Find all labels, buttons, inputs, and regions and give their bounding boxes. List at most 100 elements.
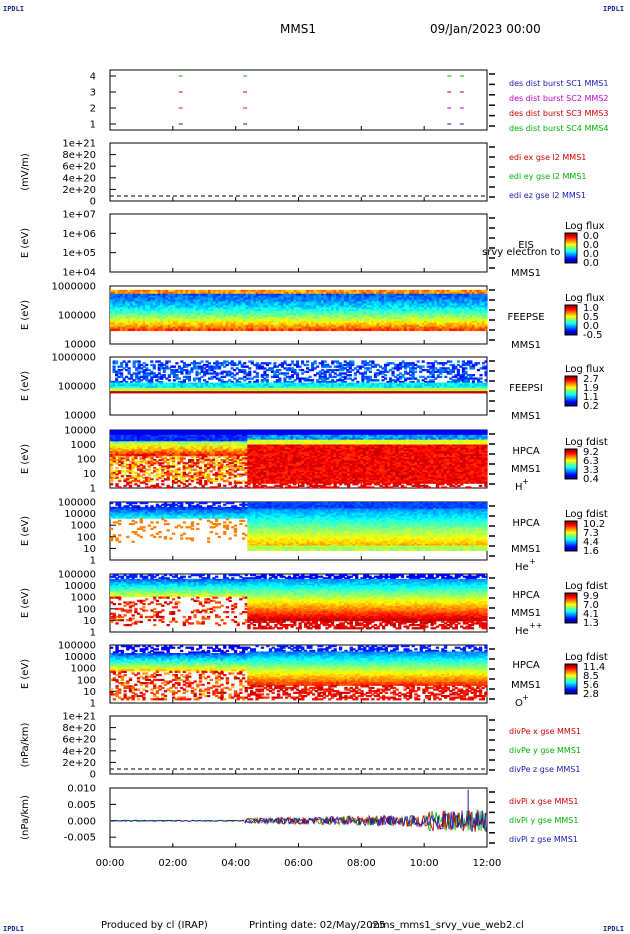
legend-edi-2: edi ez gse l2 MMS1 bbox=[509, 191, 586, 200]
ylabel-eis: E (eV) bbox=[20, 228, 31, 258]
ylabel-edi: (mV/m) bbox=[20, 153, 31, 191]
legend-divpe-1: divPe y gse MMS1 bbox=[509, 746, 581, 755]
ytick-label-hpca_h-0: 1 bbox=[90, 484, 96, 495]
xtick-label-4: 08:00 bbox=[347, 858, 376, 869]
spectrogram-hpca_o bbox=[110, 645, 488, 701]
ytick-label-edi-2: 4e+20 bbox=[62, 173, 96, 184]
species-charge-hpca_he1: + bbox=[529, 557, 536, 566]
ytick-label-divpe-2: 4e+20 bbox=[62, 746, 96, 757]
ytick-label-hpca_o-4: 10000 bbox=[64, 652, 96, 663]
corner-label-top-right: IPDLI bbox=[603, 5, 624, 13]
legend-des-dist-burst-2: des dist burst SC2 MMS2 bbox=[509, 94, 608, 103]
ytick-label-hpca_h-1: 10 bbox=[83, 469, 96, 480]
instrument-sc-label-eis: MMS1 bbox=[511, 268, 541, 279]
ytick-label-hpca_he2-5: 100000 bbox=[58, 570, 96, 581]
colorbar-tick-eis-3: 0.0 bbox=[583, 258, 599, 269]
spectrogram-hpca_he1 bbox=[110, 502, 488, 551]
colorbar-tick-hpca_h-3: 0.4 bbox=[583, 474, 599, 485]
ytick-label-divpi-0: -0.005 bbox=[64, 833, 96, 844]
xtick-label-1: 02:00 bbox=[158, 858, 187, 869]
ylabel-hpca_o: E (eV) bbox=[20, 659, 31, 689]
ytick-label-des_dist_burst-2: 3 bbox=[90, 88, 96, 99]
ytick-label-hpca_he2-1: 10 bbox=[83, 616, 96, 627]
spectrogram-feeps_e bbox=[110, 289, 488, 332]
colorbar-tick-feeps_i-3: 0.2 bbox=[583, 401, 599, 412]
colorbar-tick-feeps_i-0: 2.7 bbox=[583, 374, 599, 385]
footer-produced-by: Produced by cl (IRAP) bbox=[101, 920, 208, 931]
ytick-label-eis-1: 1e+05 bbox=[62, 248, 96, 259]
ytick-label-edi-4: 8e+20 bbox=[62, 150, 96, 161]
ytick-label-hpca_he1-1: 10 bbox=[83, 544, 96, 555]
panel-frame-divpe bbox=[109, 715, 488, 775]
colorbar-frame-eis bbox=[564, 232, 578, 264]
colorbar-hpca_he2 bbox=[565, 593, 577, 624]
instrument-label-feeps_e: FEEPSE bbox=[507, 312, 544, 323]
species-charge-hpca_o: + bbox=[522, 693, 529, 702]
spectrogram-hpca_h bbox=[110, 430, 488, 489]
corner-label-bottom-left: IPDLI bbox=[3, 925, 24, 933]
ytick-label-hpca_he1-5: 100000 bbox=[58, 498, 96, 509]
colorbar-eis bbox=[565, 233, 577, 264]
ylabel-divpe: (nPa/km) bbox=[20, 723, 31, 768]
corner-label-top-left: IPDLI bbox=[3, 5, 24, 13]
ytick-label-divpe-4: 8e+20 bbox=[62, 723, 96, 734]
colorbar-tick-hpca_o-2: 5.6 bbox=[583, 680, 599, 691]
instrument-sc-label-feeps_i: MMS1 bbox=[511, 411, 541, 422]
legend-divpi-1: divPi y gse MMS1 bbox=[509, 816, 578, 825]
legend-des-dist-burst-1: des dist burst SC1 MMS1 bbox=[509, 79, 608, 88]
instrument-label-hpca_h: HPCA bbox=[512, 446, 540, 457]
ytick-label-divpi-3: 0.010 bbox=[67, 784, 96, 795]
overlay-eis-text: srvy electron to bbox=[482, 247, 560, 258]
divpi-active-0 bbox=[244, 809, 487, 832]
colorbar-title-hpca_he1: Log fdist bbox=[565, 509, 608, 520]
xtick-label-6: 12:00 bbox=[473, 858, 502, 869]
ytick-label-feeps_i-0: 10000 bbox=[64, 411, 96, 422]
panel-frame-des_dist_burst bbox=[109, 69, 488, 131]
ytick-label-hpca_o-3: 1000 bbox=[71, 664, 96, 675]
ytick-label-hpca_he1-0: 1 bbox=[90, 556, 96, 567]
ylabel-hpca_he1: E (eV) bbox=[20, 516, 31, 546]
colorbar-tick-feeps_i-2: 1.1 bbox=[583, 392, 599, 403]
legend-divpe-0: divPe x gse MMS1 bbox=[509, 727, 581, 736]
species-label-hpca_he2: He bbox=[515, 626, 529, 637]
ytick-label-divpi-1: 0.000 bbox=[67, 816, 96, 827]
colorbar-tick-hpca_h-0: 9.2 bbox=[583, 447, 599, 458]
spectrogram-hpca_he2 bbox=[110, 574, 488, 630]
colorbar-tick-hpca_h-2: 3.3 bbox=[583, 465, 599, 476]
colorbar-title-feeps_e: Log flux bbox=[565, 293, 605, 304]
ylabel-divpi: (nPa/km) bbox=[20, 795, 31, 840]
ytick-label-hpca_h-2: 100 bbox=[77, 455, 96, 466]
ytick-label-edi-3: 6e+20 bbox=[62, 162, 96, 173]
divpi-active-2 bbox=[244, 810, 487, 832]
colorbar-title-hpca_he2: Log fdist bbox=[565, 581, 608, 592]
legend-edi-0: edi ex gse l2 MMS1 bbox=[509, 153, 586, 162]
ytick-label-eis-3: 1e+07 bbox=[62, 210, 96, 221]
ytick-label-hpca_he1-3: 1000 bbox=[71, 521, 96, 532]
ylabel-feeps_e: E (eV) bbox=[20, 300, 31, 330]
colorbar-tick-feeps_e-3: -0.5 bbox=[583, 330, 603, 341]
colorbar-title-hpca_h: Log fdist bbox=[565, 437, 608, 448]
ytick-label-eis-0: 1e+04 bbox=[62, 268, 96, 279]
ytick-label-feeps_i-1: 100000 bbox=[58, 382, 96, 393]
ytick-label-hpca_he1-4: 10000 bbox=[64, 509, 96, 520]
ytick-label-hpca_he2-0: 1 bbox=[90, 628, 96, 639]
footer-script-name: mms_mms1_srvy_vue_web2.cl bbox=[370, 920, 524, 931]
ytick-label-des_dist_burst-3: 4 bbox=[90, 72, 96, 83]
panel-frame-eis bbox=[109, 213, 488, 273]
species-label-hpca_o: O bbox=[515, 698, 523, 709]
colorbar-hpca_h bbox=[565, 449, 577, 480]
panel-frame-divpi bbox=[109, 787, 488, 848]
species-label-hpca_he1: He bbox=[515, 562, 529, 573]
ytick-label-feeps_i-2: 1000000 bbox=[51, 353, 96, 364]
ytick-label-hpca_he2-3: 1000 bbox=[71, 593, 96, 604]
xtick-label-3: 06:00 bbox=[284, 858, 313, 869]
colorbar-feeps_e bbox=[565, 305, 577, 336]
colorbar-tick-eis-2: 0.0 bbox=[583, 249, 599, 260]
legend-divpi-2: divPi z gse MMS1 bbox=[509, 835, 578, 844]
colorbar-feeps_i bbox=[565, 376, 577, 407]
colorbar-tick-hpca_o-0: 11.4 bbox=[583, 662, 605, 673]
ytick-label-hpca_o-0: 1 bbox=[90, 699, 96, 710]
ytick-label-hpca_he2-4: 10000 bbox=[64, 581, 96, 592]
ytick-label-feeps_e-2: 1000000 bbox=[51, 282, 96, 293]
